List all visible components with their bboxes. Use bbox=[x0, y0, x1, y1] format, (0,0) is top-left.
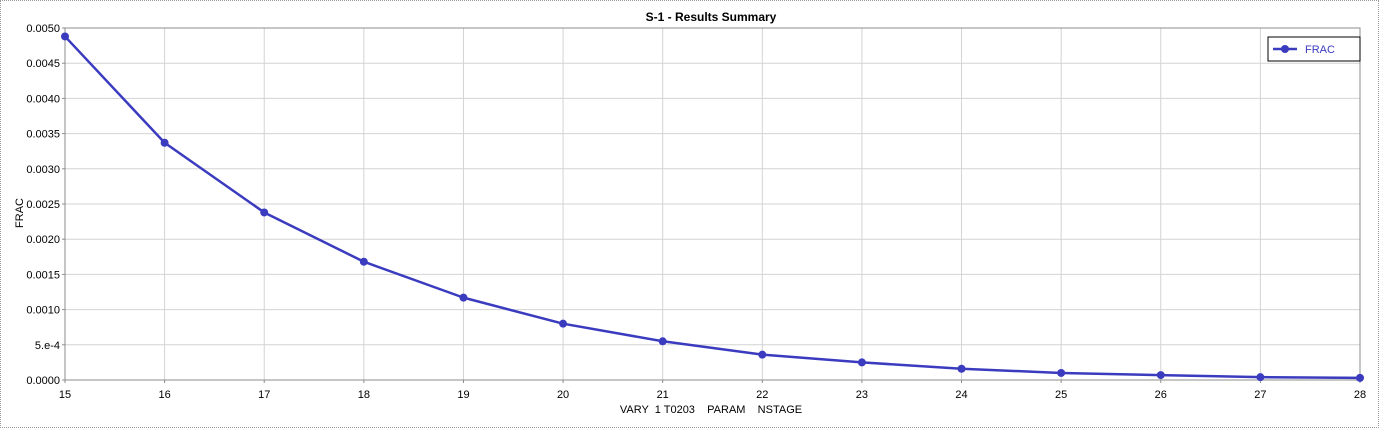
x-tick-label: 16 bbox=[158, 389, 170, 401]
data-point[interactable] bbox=[160, 138, 169, 147]
y-tick-label: 0.0030 bbox=[26, 164, 60, 176]
data-point[interactable] bbox=[957, 364, 966, 373]
data-point[interactable] bbox=[1057, 368, 1066, 377]
x-tick-label: 28 bbox=[1354, 389, 1366, 401]
y-tick-label: 0.0020 bbox=[26, 234, 60, 246]
x-axis-label: VARY 1 T0203 PARAM NSTAGE bbox=[620, 404, 802, 416]
x-tick-label: 18 bbox=[358, 389, 370, 401]
data-point[interactable] bbox=[260, 208, 269, 217]
data-point[interactable] bbox=[857, 358, 866, 367]
data-point[interactable] bbox=[61, 32, 69, 41]
grid-lines bbox=[64, 27, 1361, 381]
chart-title: S-1 - Results Summary bbox=[646, 10, 777, 24]
data-point[interactable] bbox=[758, 350, 767, 359]
y-tick-label: 0.0045 bbox=[26, 58, 60, 70]
data-point[interactable] bbox=[1256, 373, 1265, 382]
x-tick-label: 25 bbox=[1055, 389, 1067, 401]
x-tick-label: 15 bbox=[59, 389, 71, 401]
y-tick-label: 0.0025 bbox=[26, 199, 60, 211]
y-tick-label: 0.0015 bbox=[26, 269, 60, 281]
y-axis-ticks: 0.0000 5.e-4 0.0010 0.0015 0.0020 0.0025 0.003… bbox=[26, 23, 65, 387]
x-tick-label: 23 bbox=[856, 389, 868, 401]
x-tick-label: 19 bbox=[457, 389, 469, 401]
y-axis-label: FRAC bbox=[14, 198, 26, 228]
x-tick-label: 17 bbox=[258, 389, 270, 401]
x-tick-label: 26 bbox=[1155, 389, 1167, 401]
data-point[interactable] bbox=[1156, 371, 1165, 380]
legend[interactable]: FRAC bbox=[1267, 36, 1361, 62]
x-tick-label: 27 bbox=[1254, 389, 1266, 401]
data-point[interactable] bbox=[359, 257, 368, 266]
y-tick-label: 0.0035 bbox=[26, 129, 60, 141]
y-tick-label: 0.0010 bbox=[26, 305, 60, 317]
x-tick-label: 24 bbox=[955, 389, 967, 401]
y-tick-label: 0.0040 bbox=[26, 93, 60, 105]
data-point[interactable] bbox=[559, 319, 568, 328]
legend-label: FRAC bbox=[1305, 44, 1335, 56]
x-tick-label: 20 bbox=[557, 389, 569, 401]
data-point[interactable] bbox=[459, 293, 468, 302]
y-tick-label: 0.0050 bbox=[26, 23, 60, 35]
x-tick-label: 21 bbox=[657, 389, 669, 401]
series-frac bbox=[61, 32, 1364, 382]
data-point[interactable] bbox=[1356, 373, 1364, 382]
x-axis-ticks: 15 16 17 18 19 20 21 22 23 24 25 26 27 28 bbox=[59, 380, 1366, 401]
y-tick-label: 5.e-4 bbox=[35, 340, 60, 352]
x-tick-label: 22 bbox=[756, 389, 768, 401]
data-point[interactable] bbox=[658, 337, 667, 346]
y-tick-label: 0.0000 bbox=[26, 375, 60, 387]
series-line bbox=[64, 35, 1361, 380]
legend-marker-icon bbox=[1281, 45, 1289, 53]
